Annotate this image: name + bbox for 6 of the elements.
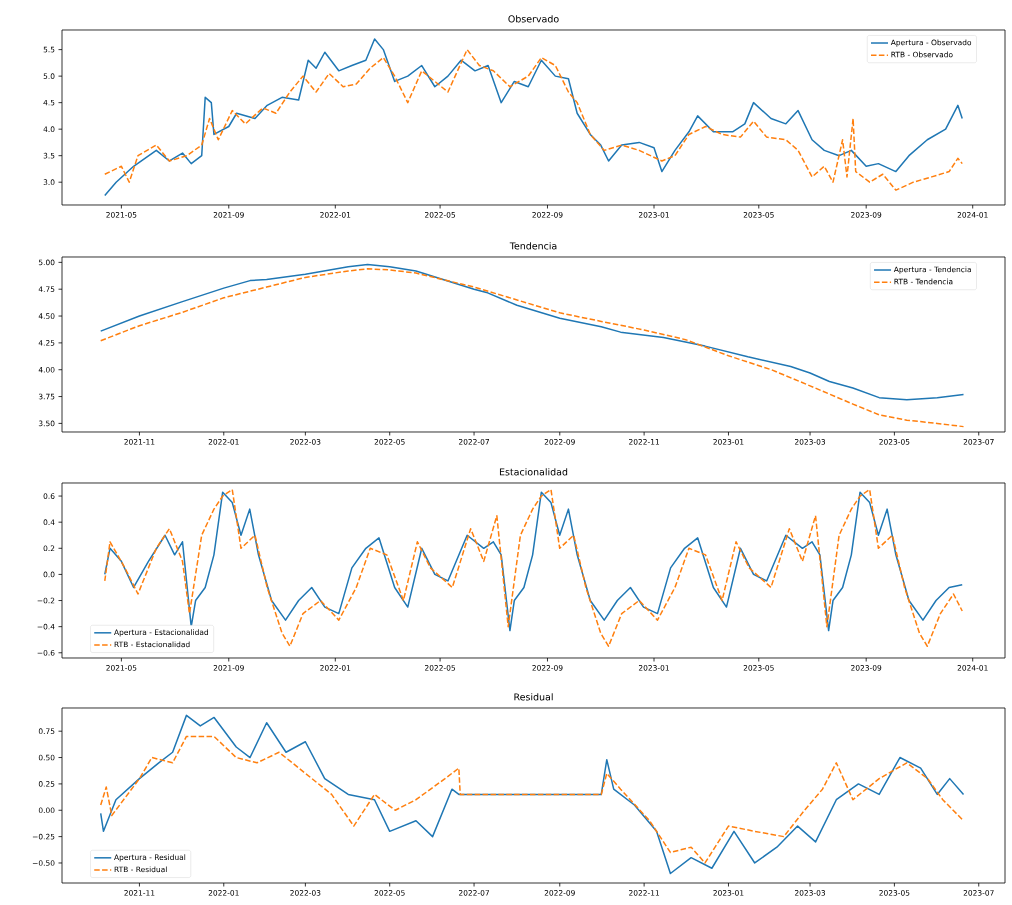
line-series xyxy=(99,714,965,875)
chart-title: Tendencia xyxy=(509,242,557,250)
line-series xyxy=(99,735,965,864)
chart-title: Observado xyxy=(508,15,559,23)
chart-title: Estacionalidad xyxy=(499,468,568,476)
chart-title: Residual xyxy=(514,693,553,701)
